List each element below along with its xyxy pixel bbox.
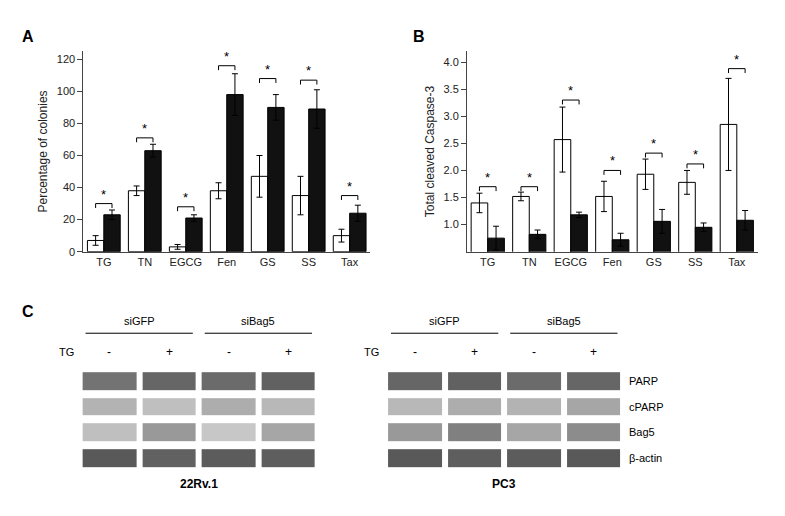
svg-text:Percentage of colonies: Percentage of colonies xyxy=(36,90,50,212)
svg-text:GS: GS xyxy=(646,256,662,268)
svg-text:*: * xyxy=(485,170,490,185)
svg-text:SS: SS xyxy=(301,256,316,268)
svg-text:GS: GS xyxy=(260,256,276,268)
svg-text:TN: TN xyxy=(522,256,537,268)
svg-text:0: 0 xyxy=(69,246,75,258)
svg-text:PARP: PARP xyxy=(629,375,658,387)
svg-text:TG: TG xyxy=(59,346,74,358)
svg-text:120: 120 xyxy=(57,53,75,65)
svg-text:TN: TN xyxy=(137,256,152,268)
svg-text:Fen: Fen xyxy=(217,256,236,268)
svg-text:+: + xyxy=(285,345,292,359)
svg-text:22Rv.1: 22Rv.1 xyxy=(180,477,218,491)
svg-text:-: - xyxy=(413,345,417,359)
svg-text:EGCG: EGCG xyxy=(555,256,587,268)
svg-text:+: + xyxy=(471,345,478,359)
svg-text:TG: TG xyxy=(364,346,379,358)
svg-text:EGCG: EGCG xyxy=(170,256,202,268)
svg-text:+: + xyxy=(166,345,173,359)
svg-text:60: 60 xyxy=(63,149,75,161)
svg-text:Tax: Tax xyxy=(728,256,746,268)
svg-text:1.5: 1.5 xyxy=(444,191,459,203)
svg-text:*: * xyxy=(568,83,573,98)
svg-text:1.0: 1.0 xyxy=(444,218,459,230)
svg-text:-: - xyxy=(227,345,231,359)
svg-text:*: * xyxy=(306,63,311,78)
svg-text:*: * xyxy=(142,121,147,136)
svg-text:TG: TG xyxy=(480,256,495,268)
svg-text:cPARP: cPARP xyxy=(629,401,664,413)
svg-text:+: + xyxy=(590,345,597,359)
svg-text:*: * xyxy=(734,52,739,67)
svg-text:20: 20 xyxy=(63,213,75,225)
svg-text:Total cleaved Caspase-3: Total cleaved Caspase-3 xyxy=(423,85,437,217)
svg-text:3.5: 3.5 xyxy=(444,83,459,95)
svg-text:*: * xyxy=(610,153,615,168)
svg-text:*: * xyxy=(651,136,656,151)
svg-text:*: * xyxy=(265,62,270,77)
svg-text:C: C xyxy=(22,303,34,320)
svg-text:siBag5: siBag5 xyxy=(547,315,581,327)
svg-text:siBag5: siBag5 xyxy=(241,315,275,327)
svg-text:-: - xyxy=(107,345,111,359)
svg-text:SS: SS xyxy=(688,256,703,268)
svg-text:*: * xyxy=(693,147,698,162)
svg-text:2.5: 2.5 xyxy=(444,137,459,149)
svg-text:2.0: 2.0 xyxy=(444,164,459,176)
svg-text:100: 100 xyxy=(57,85,75,97)
svg-text:siGFP: siGFP xyxy=(429,315,460,327)
svg-text:40: 40 xyxy=(63,181,75,193)
svg-text:*: * xyxy=(183,190,188,205)
svg-text:Fen: Fen xyxy=(603,256,622,268)
svg-text:3.0: 3.0 xyxy=(444,110,459,122)
svg-text:Tax: Tax xyxy=(341,256,359,268)
svg-text:*: * xyxy=(224,49,229,64)
svg-text:-: - xyxy=(532,345,536,359)
svg-text:B: B xyxy=(413,28,425,45)
svg-text:PC3: PC3 xyxy=(492,477,516,491)
svg-text:*: * xyxy=(101,187,106,202)
svg-text:80: 80 xyxy=(63,117,75,129)
svg-text:TG: TG xyxy=(96,256,111,268)
svg-text:*: * xyxy=(347,179,352,194)
svg-text:A: A xyxy=(22,28,34,45)
svg-text:β-actin: β-actin xyxy=(629,452,662,464)
svg-text:Bag5: Bag5 xyxy=(629,426,655,438)
svg-text:*: * xyxy=(527,170,532,185)
svg-text:siGFP: siGFP xyxy=(124,315,155,327)
svg-text:4.0: 4.0 xyxy=(444,56,459,68)
